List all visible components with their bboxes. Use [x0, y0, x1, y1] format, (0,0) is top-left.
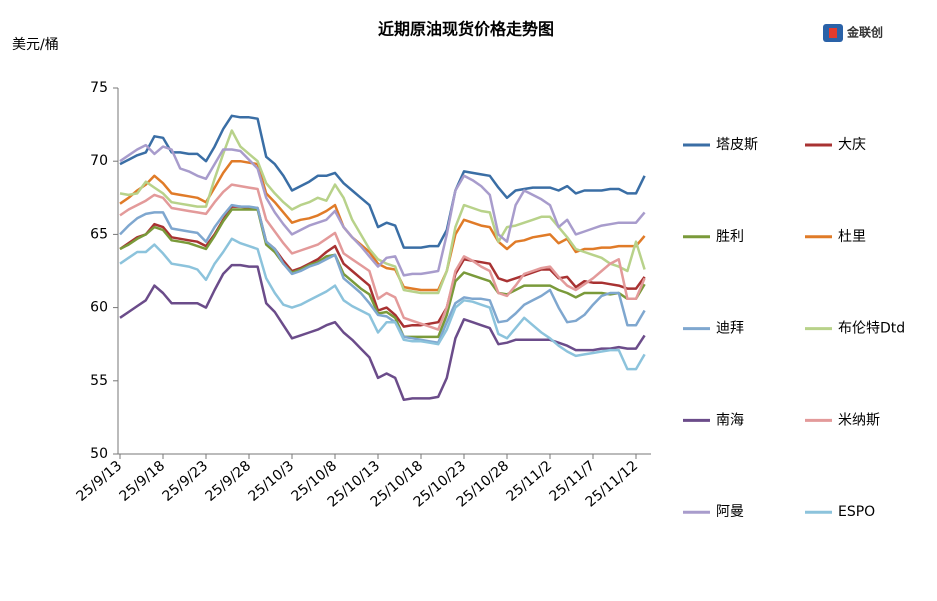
chart-title: 近期原油现货价格走势图 [378, 20, 554, 39]
legend-label: 杜里 [838, 229, 866, 245]
y-tick-label: 65 [90, 226, 108, 242]
logo-text: 金联创 [846, 25, 883, 40]
y-tick-label: 60 [90, 300, 108, 316]
logo: 金联创 [823, 24, 883, 42]
legend-label: ESPO [838, 504, 875, 520]
series-line [119, 208, 646, 339]
legend-label: 胜利 [716, 229, 744, 245]
series-line [119, 237, 646, 371]
legend-label: 大庆 [838, 137, 866, 153]
legend-label: 迪拜 [716, 321, 744, 337]
series-line [119, 203, 646, 344]
series-line [119, 143, 646, 277]
series-line [119, 263, 646, 402]
series-line [119, 114, 646, 249]
y-tick-label: 70 [90, 153, 108, 169]
legend-label: 塔皮斯 [716, 137, 758, 153]
legend-label: 布伦特Dtd [838, 321, 905, 337]
y-tick-label: 50 [90, 446, 108, 462]
legend-label: 阿曼 [716, 504, 744, 520]
logo-icon-inner [829, 28, 837, 38]
y-tick-label: 55 [90, 373, 108, 389]
y-tick-label: 75 [90, 80, 108, 96]
y-axis-label: 美元/桶 [12, 37, 59, 53]
series-line [119, 183, 646, 331]
legend-label: 南海 [716, 412, 744, 428]
legend-label: 米纳斯 [838, 412, 880, 428]
